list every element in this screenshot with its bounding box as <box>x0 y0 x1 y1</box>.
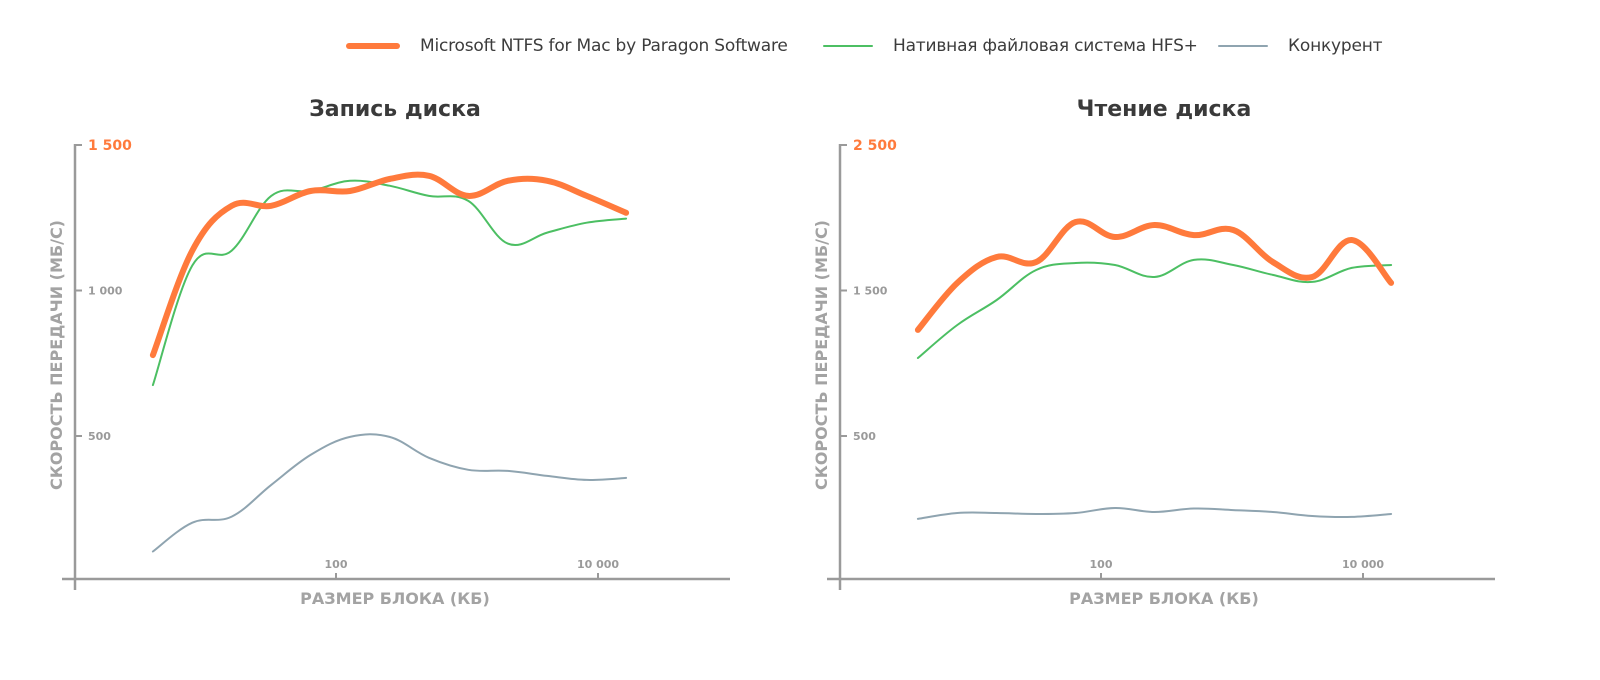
legend-swatch-competitor <box>1218 45 1268 47</box>
y-tick-label: 500 <box>853 430 876 443</box>
legend-swatch-hfs <box>823 45 873 47</box>
x-tick-label: 10 000 <box>1342 558 1384 571</box>
series-line-competitor <box>916 506 1393 520</box>
series-group <box>914 218 1395 520</box>
chart-write: Запись диска СКОРОСТЬ ПЕРЕДАЧИ (МБ/С) РА… <box>47 97 730 608</box>
chart-title: Чтение диска <box>1077 97 1252 122</box>
chart-title: Запись диска <box>309 97 481 122</box>
series-line-hfs <box>916 258 1393 359</box>
legend-swatch-paragon <box>346 43 400 49</box>
x-tick-label: 100 <box>325 558 348 571</box>
legend-item-paragon[interactable]: Microsoft NTFS for Mac by Paragon Softwa… <box>346 34 788 58</box>
legend-item-competitor[interactable]: Конкурент <box>1218 34 1383 58</box>
x-axis-title: РАЗМЕР БЛОКА (КБ) <box>1069 589 1259 608</box>
series-line-competitor <box>151 433 628 553</box>
y-tick-label: 1 500 <box>88 138 132 154</box>
legend-label: Microsoft NTFS for Mac by Paragon Softwa… <box>420 36 788 56</box>
y-axis-title: СКОРОСТЬ ПЕРЕДАЧИ (МБ/С) <box>47 220 66 490</box>
series-line-paragon <box>149 171 630 359</box>
y-tick-label: 500 <box>88 430 111 443</box>
y-tick-label: 1 000 <box>88 285 123 298</box>
x-tick-label: 10 000 <box>577 558 619 571</box>
series-group <box>149 171 630 553</box>
x-tick-label: 100 <box>1090 558 1113 571</box>
legend-label: Конкурент <box>1288 36 1383 56</box>
y-ticks: 2 500 1 500 500 <box>840 138 897 443</box>
x-ticks: 100 10 000 <box>325 558 619 579</box>
y-axis-title: СКОРОСТЬ ПЕРЕДАЧИ (МБ/С) <box>812 220 831 490</box>
x-axis-title: РАЗМЕР БЛОКА (КБ) <box>300 589 490 608</box>
y-tick-label: 1 500 <box>853 285 888 298</box>
chart-legend: Microsoft NTFS for Mac by Paragon Softwa… <box>0 34 1600 58</box>
legend-label: Нативная файловая система HFS+ <box>893 36 1198 56</box>
legend-item-hfs[interactable]: Нативная файловая система HFS+ <box>823 34 1198 58</box>
y-ticks: 1 500 1 000 500 <box>75 138 132 443</box>
y-tick-label: 2 500 <box>853 138 897 154</box>
series-line-paragon <box>914 218 1395 333</box>
chart-read: Чтение диска СКОРОСТЬ ПЕРЕДАЧИ (МБ/С) РА… <box>812 97 1495 608</box>
x-ticks: 100 10 000 <box>1090 558 1384 579</box>
